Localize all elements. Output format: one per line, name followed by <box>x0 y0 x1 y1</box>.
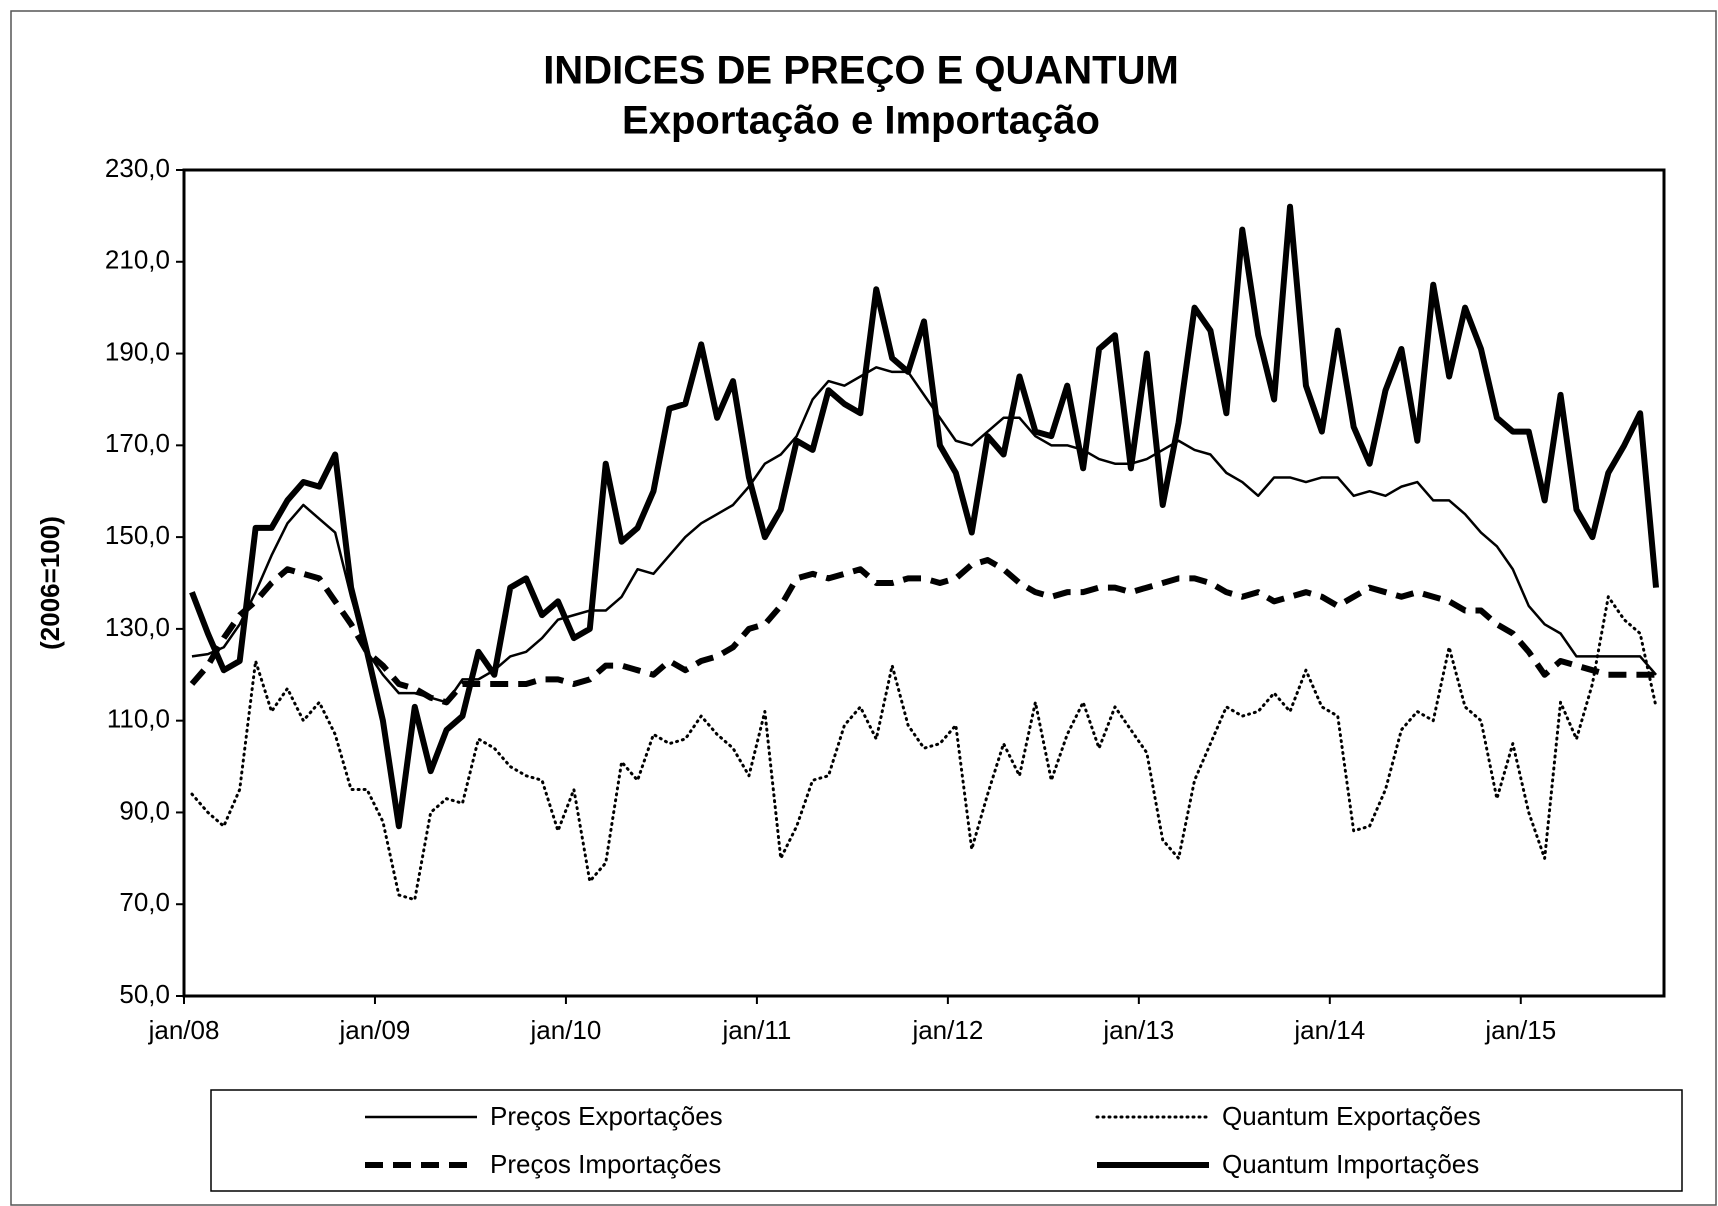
x-tick-label: jan/08 <box>148 1015 220 1045</box>
y-tick-label: 90,0 <box>119 795 170 825</box>
y-tick-label: 230,0 <box>105 153 170 183</box>
legend-label: Quantum Exportações <box>1222 1101 1481 1131</box>
plot-area <box>182 168 1666 998</box>
y-axis-label: (2006=100) <box>35 516 65 650</box>
series-line <box>189 203 1660 830</box>
x-tick-label: jan/10 <box>530 1015 602 1045</box>
y-tick-label: 110,0 <box>107 704 170 734</box>
x-tick-label: jan/11 <box>721 1015 791 1045</box>
x-tick-label: jan/13 <box>1102 1015 1174 1045</box>
chart-title: INDICES DE PREÇO E QUANTUM <box>543 49 1179 93</box>
series-line <box>190 595 1658 902</box>
x-tick-label: jan/14 <box>1293 1015 1365 1045</box>
y-tick-label: 170,0 <box>105 428 170 458</box>
chart-subtitle: Exportação e Importação <box>622 99 1100 143</box>
y-tick-label: 190,0 <box>105 336 170 366</box>
x-tick-label: jan/12 <box>911 1015 983 1045</box>
chart-border <box>10 10 1717 1206</box>
legend <box>210 1089 1683 1192</box>
y-tick-label: 50,0 <box>119 979 170 1009</box>
legend-label: Preços Importações <box>490 1149 721 1179</box>
y-tick-label: 150,0 <box>105 520 170 550</box>
x-tick-label: jan/15 <box>1484 1015 1556 1045</box>
series-line <box>189 557 1657 706</box>
x-tick-label: jan/09 <box>339 1015 411 1045</box>
legend-label: Quantum Importações <box>1222 1149 1479 1179</box>
legend-label: Preços Exportações <box>490 1101 723 1131</box>
y-tick-label: 130,0 <box>105 612 170 642</box>
y-tick-label: 70,0 <box>119 887 170 917</box>
y-tick-label: 210,0 <box>105 245 170 275</box>
series-line <box>191 366 1657 704</box>
